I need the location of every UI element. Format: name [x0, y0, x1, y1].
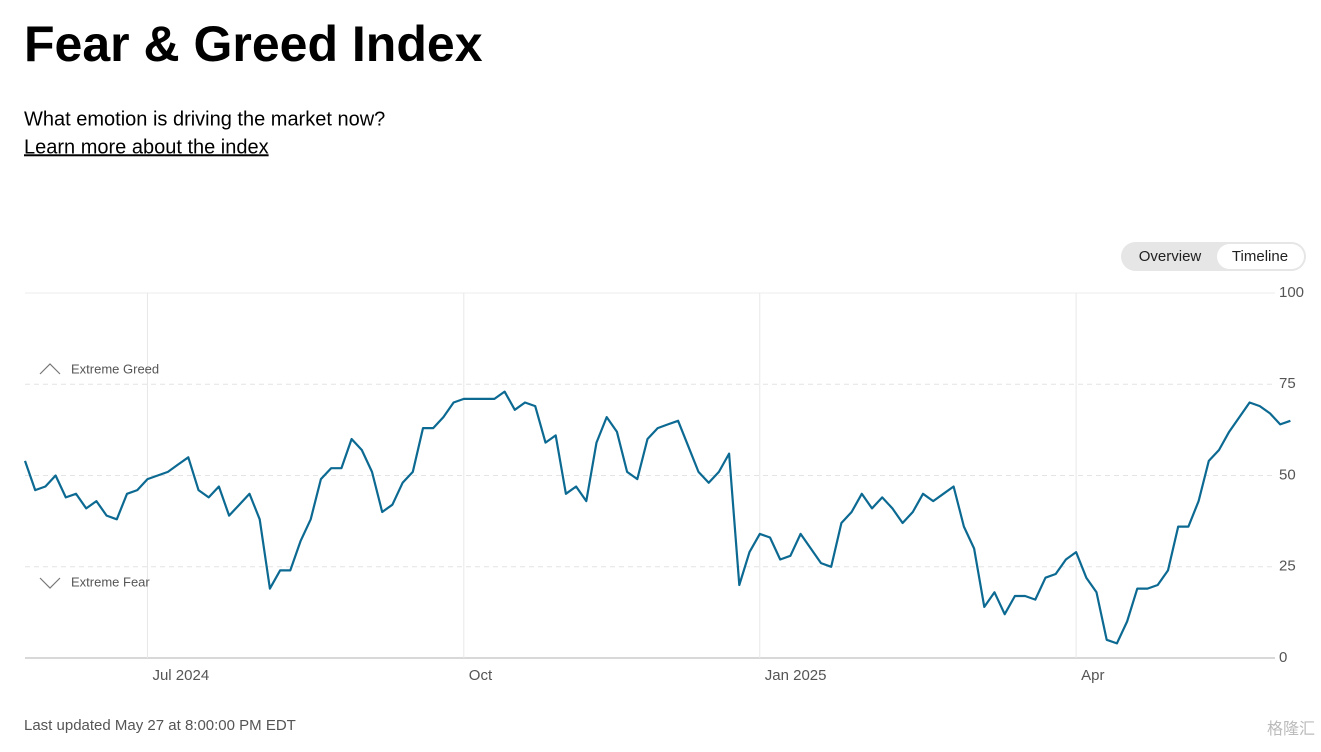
toggle-active — [1217, 244, 1304, 269]
toggle-overview[interactable]: Overview — [1139, 248, 1202, 265]
zone-label: Extreme Fear — [71, 574, 150, 589]
y-tick-label: 0 — [1279, 649, 1287, 666]
footer: Last updated May 27 at 8:00:00 PM EDT — [24, 717, 296, 734]
x-tick-label: Apr — [1081, 667, 1104, 684]
toggle-timeline[interactable]: Timeline — [1232, 248, 1288, 265]
x-tick-label: Oct — [469, 667, 493, 684]
watermark: 格隆汇 — [1267, 720, 1315, 738]
x-tick-label: Jan 2025 — [765, 667, 827, 684]
y-tick-label: 100 — [1279, 284, 1304, 301]
x-tick-label: Jul 2024 — [152, 667, 209, 684]
zone-label: Extreme Greed — [71, 361, 159, 376]
fear-icon — [39, 577, 61, 589]
learn-link[interactable]: Learn more about the index — [24, 136, 269, 158]
index-line — [23, 390, 1291, 645]
y-tick-label: 50 — [1279, 466, 1296, 483]
subtitle: What emotion is driving the market now? — [24, 108, 385, 130]
greed-icon — [39, 363, 61, 375]
y-tick-label: 75 — [1279, 375, 1296, 392]
title: Fear & Greed Index — [24, 16, 483, 72]
y-tick-label: 25 — [1279, 558, 1296, 575]
